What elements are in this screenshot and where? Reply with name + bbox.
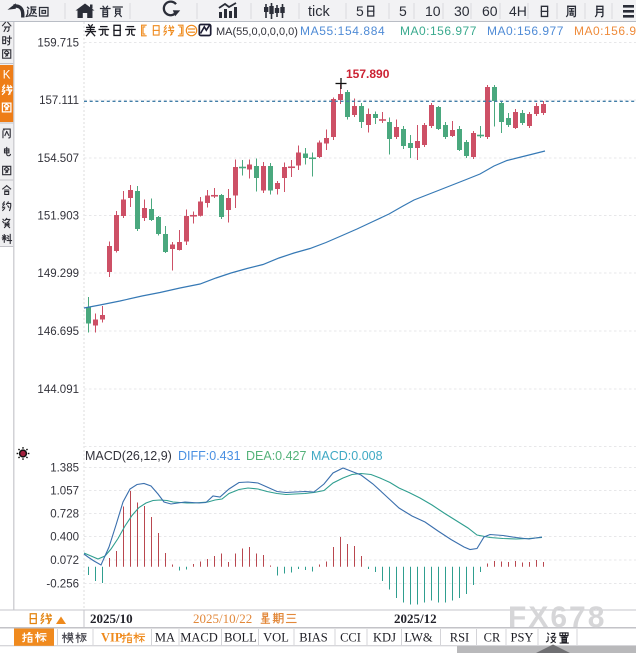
svg-text:144.091: 144.091 — [37, 384, 79, 396]
svg-text:LW&: LW& — [404, 631, 433, 645]
svg-text:5: 5 — [399, 3, 407, 19]
svg-text:MACD:0.008: MACD:0.008 — [311, 449, 383, 463]
svg-text:MA: MA — [155, 631, 175, 645]
svg-text:MA0:156.977: MA0:156.977 — [487, 24, 564, 38]
svg-text:149.299: 149.299 — [37, 268, 79, 280]
svg-text:BOLL: BOLL — [224, 631, 257, 645]
svg-text:MA0:156.977: MA0:156.977 — [400, 24, 477, 38]
svg-text:PSY: PSY — [511, 631, 534, 645]
svg-text:60: 60 — [482, 3, 498, 19]
svg-text:BIAS: BIAS — [299, 631, 328, 645]
svg-text:0.400: 0.400 — [50, 532, 79, 544]
svg-text:2025/10: 2025/10 — [90, 611, 133, 626]
svg-text:MACD(26,12,9): MACD(26,12,9) — [85, 449, 172, 463]
svg-text:0.072: 0.072 — [50, 555, 79, 567]
svg-text:151.903: 151.903 — [37, 211, 79, 223]
svg-text:MA(55,0,0,0,0,0): MA(55,0,0,0,0,0) — [216, 26, 298, 38]
svg-text:K: K — [3, 70, 11, 82]
svg-text:0.728: 0.728 — [50, 509, 79, 521]
svg-text:-0.256: -0.256 — [46, 579, 79, 591]
svg-text:KDJ: KDJ — [373, 631, 396, 645]
svg-text:tick: tick — [308, 4, 331, 20]
svg-text:CR: CR — [484, 631, 501, 645]
svg-text:1.057: 1.057 — [50, 486, 79, 498]
svg-text:MA0:156.977: MA0:156.977 — [574, 24, 636, 38]
svg-text:MACD: MACD — [180, 631, 218, 645]
svg-text:VIP: VIP — [101, 631, 123, 645]
svg-text:159.715: 159.715 — [37, 38, 79, 50]
svg-text:DEA:0.427: DEA:0.427 — [246, 449, 307, 463]
svg-text:4H: 4H — [509, 3, 527, 19]
svg-text:30: 30 — [454, 3, 470, 19]
svg-text:MA55:154.884: MA55:154.884 — [300, 24, 385, 38]
svg-text:5: 5 — [356, 3, 364, 19]
svg-text:146.695: 146.695 — [37, 326, 79, 338]
svg-text:DIFF:0.431: DIFF:0.431 — [178, 449, 241, 463]
svg-text:10: 10 — [425, 3, 441, 19]
svg-text:157.111: 157.111 — [39, 95, 79, 107]
svg-text:157.890: 157.890 — [346, 67, 390, 81]
svg-text:1.385: 1.385 — [50, 463, 79, 475]
svg-text:2025/12: 2025/12 — [394, 611, 437, 626]
svg-text:2025/10/22: 2025/10/22 — [193, 611, 252, 626]
svg-text:CCI: CCI — [340, 631, 361, 645]
svg-text:RSI: RSI — [450, 631, 469, 645]
svg-text:154.507: 154.507 — [37, 153, 79, 165]
svg-text:VOL: VOL — [263, 631, 289, 645]
